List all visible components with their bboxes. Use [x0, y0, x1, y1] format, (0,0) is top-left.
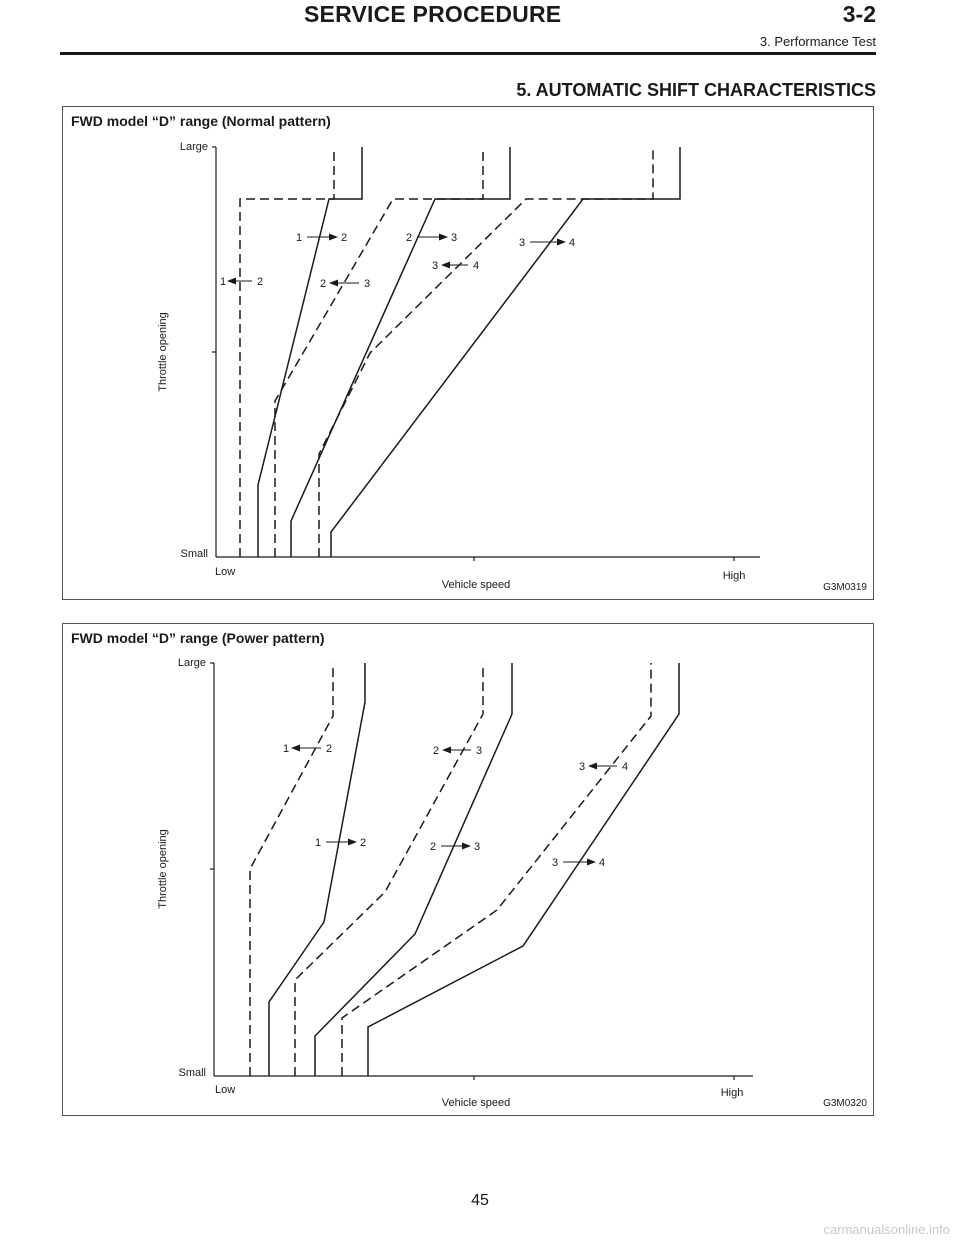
svg-text:3: 3: [451, 232, 457, 244]
svg-text:2: 2: [433, 745, 439, 757]
label-upshift-1-2: 1 2: [315, 837, 366, 849]
figure-caption: FWD model “D” range (Power pattern): [71, 630, 325, 646]
svg-text:1: 1: [315, 837, 321, 849]
x-right-label: High: [721, 1087, 744, 1099]
svg-text:2: 2: [320, 278, 326, 290]
upshift-2-3-line: [314, 663, 513, 1076]
upshift-3-4-line: [330, 147, 681, 557]
shift-chart-normal: Large Small Throttle opening Low Vehicle…: [157, 141, 760, 591]
y-bottom-label: Small: [180, 548, 208, 560]
figure-code: G3M0319: [823, 582, 867, 593]
label-downshift-2-3: 2 3: [320, 278, 370, 290]
svg-text:1: 1: [296, 232, 302, 244]
y-top-label: Large: [180, 141, 208, 153]
label-upshift-2-3: 2 3: [430, 841, 480, 853]
svg-text:2: 2: [257, 276, 263, 288]
label-downshift-1-2: 1 2: [283, 743, 332, 755]
page-header-title: SERVICE PROCEDURE: [304, 1, 562, 27]
x-left-label: Low: [215, 566, 235, 578]
svg-text:3: 3: [579, 761, 585, 773]
label-downshift-1-2: 1 2: [220, 276, 263, 288]
y-top-label: Large: [178, 657, 206, 669]
shift-chart-power: Large Small Throttle opening Low Vehicle…: [157, 657, 753, 1109]
upshift-3-4-line: [367, 663, 680, 1076]
section-title: 5. AUTOMATIC SHIFT CHARACTERISTICS: [516, 80, 876, 100]
figure-caption: FWD model “D” range (Normal pattern): [71, 113, 331, 129]
svg-text:4: 4: [599, 857, 605, 869]
svg-text:3: 3: [476, 745, 482, 757]
svg-text:3: 3: [519, 237, 525, 249]
downshift-2-3-line: [294, 663, 484, 1076]
svg-text:2: 2: [430, 841, 436, 853]
svg-text:1: 1: [220, 276, 226, 288]
watermark: carmanualsonline.info: [823, 1222, 950, 1237]
svg-text:2: 2: [406, 232, 412, 244]
section-code: 3-2: [842, 1, 876, 27]
svg-text:4: 4: [622, 761, 628, 773]
figure-code: G3M0320: [823, 1098, 867, 1109]
page-number: 45: [471, 1192, 489, 1209]
svg-text:3: 3: [474, 841, 480, 853]
svg-text:3: 3: [552, 857, 558, 869]
downshift-1-2-line: [249, 663, 334, 1076]
figure-power-pattern: FWD model “D” range (Power pattern) Larg…: [62, 623, 874, 1116]
svg-text:3: 3: [364, 278, 370, 290]
downshift-1-2-line: [239, 147, 335, 557]
y-axis-label: Throttle opening: [157, 312, 169, 392]
downshift-3-4-line: [318, 147, 654, 557]
upshift-2-3-line: [290, 147, 511, 557]
figure-normal-pattern: FWD model “D” range (Normal pattern) Lar…: [62, 106, 874, 600]
label-upshift-1-2: 1 2: [296, 232, 347, 244]
svg-text:4: 4: [569, 237, 575, 249]
upshift-1-2-line: [257, 147, 363, 557]
label-downshift-3-4: 3 4: [432, 260, 479, 272]
label-downshift-3-4: 3 4: [579, 761, 628, 773]
label-upshift-3-4: 3 4: [552, 857, 605, 869]
x-axis-label: Vehicle speed: [442, 1097, 511, 1109]
x-axis-label: Vehicle speed: [442, 579, 511, 591]
y-axis-label: Throttle opening: [157, 829, 169, 909]
svg-text:2: 2: [360, 837, 366, 849]
section-subtitle: 3. Performance Test: [759, 34, 876, 49]
header-rule: [60, 52, 876, 55]
svg-text:2: 2: [341, 232, 347, 244]
downshift-3-4-line: [341, 663, 652, 1076]
downshift-2-3-line: [274, 147, 484, 557]
svg-text:3: 3: [432, 260, 438, 272]
y-bottom-label: Small: [178, 1067, 206, 1079]
svg-text:4: 4: [473, 260, 479, 272]
label-upshift-3-4: 3 4: [519, 237, 575, 249]
label-upshift-2-3: 2 3: [406, 232, 457, 244]
label-downshift-2-3: 2 3: [433, 745, 482, 757]
svg-text:2: 2: [326, 743, 332, 755]
x-right-label: High: [723, 570, 746, 582]
upshift-1-2-line: [268, 663, 366, 1076]
x-left-label: Low: [215, 1084, 235, 1096]
svg-text:1: 1: [283, 743, 289, 755]
